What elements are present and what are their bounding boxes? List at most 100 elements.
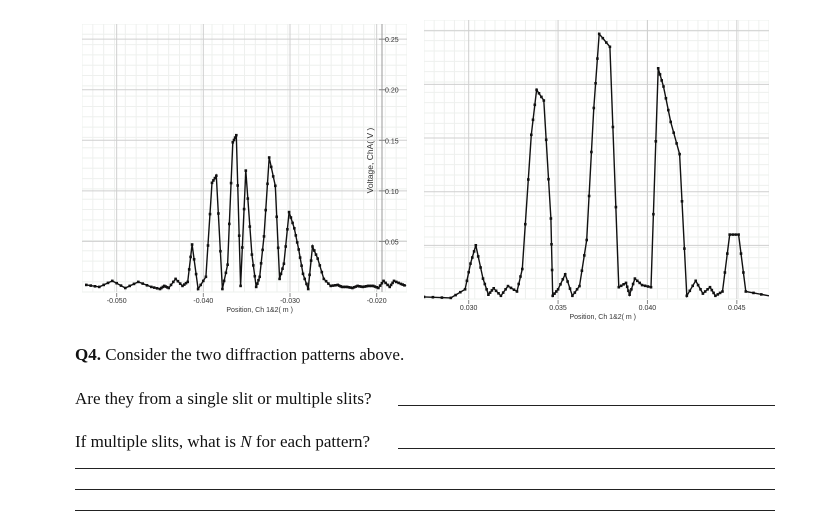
data-point xyxy=(494,289,498,293)
data-point xyxy=(550,243,553,246)
x-tick-label: 0.030 xyxy=(460,305,478,312)
data-point xyxy=(561,278,565,281)
data-point xyxy=(289,216,293,219)
data-point xyxy=(303,277,306,281)
data-point xyxy=(703,290,707,293)
data-point xyxy=(474,244,478,247)
data-point xyxy=(617,285,621,289)
x-tick-label: 0.045 xyxy=(728,305,746,312)
x-axis-label: Position, Ch 1&2( m ) xyxy=(226,307,293,314)
data-point xyxy=(150,285,153,289)
data-point xyxy=(594,82,597,85)
data-point xyxy=(463,288,467,291)
data-point xyxy=(683,247,686,250)
data-point xyxy=(155,287,159,290)
gridlines xyxy=(424,20,769,300)
data-point xyxy=(469,262,472,265)
data-point xyxy=(250,253,254,256)
data-point xyxy=(726,252,729,255)
data-point xyxy=(313,249,316,252)
data-point xyxy=(597,32,601,36)
y-tick-label: 0.20 xyxy=(385,88,399,95)
data-point xyxy=(630,288,633,291)
data-point xyxy=(176,279,180,283)
data-point xyxy=(664,97,668,100)
data-point xyxy=(287,210,291,214)
data-point xyxy=(217,212,220,215)
data-point xyxy=(276,246,280,250)
data-point xyxy=(336,283,339,287)
data-point xyxy=(701,292,705,295)
y-tick-label: 0.05 xyxy=(385,239,399,246)
data-point xyxy=(190,243,194,246)
data-point xyxy=(638,281,641,285)
data-point xyxy=(248,225,252,228)
data-point xyxy=(356,284,359,288)
answer-line-3[interactable] xyxy=(75,468,775,469)
data-point xyxy=(640,283,644,287)
data-point xyxy=(605,41,608,44)
data-point xyxy=(267,156,271,159)
y-tick-label: 0.10 xyxy=(385,189,399,196)
data-point xyxy=(167,286,170,290)
answer-line-5[interactable] xyxy=(75,510,775,511)
data-point xyxy=(533,103,537,107)
data-point xyxy=(544,138,548,142)
data-point xyxy=(366,284,370,288)
data-point xyxy=(275,215,278,219)
data-point xyxy=(329,284,332,288)
right-diffraction-chart: 0.030 0.035 0.040 0.045 Position, Ch 1&2( m … xyxy=(424,20,769,321)
data-point xyxy=(550,268,554,272)
data-point xyxy=(202,279,205,283)
data-point xyxy=(192,258,196,261)
data-point xyxy=(391,281,394,285)
data-point xyxy=(186,280,189,284)
data-point xyxy=(224,271,228,275)
data-point xyxy=(274,184,277,188)
data-point xyxy=(308,273,311,277)
data-point xyxy=(340,285,344,289)
data-point xyxy=(349,286,352,289)
data-point xyxy=(93,285,97,288)
x-axis-label: Position, Ch 1&2( m ) xyxy=(569,314,636,321)
data-point xyxy=(256,282,259,285)
data-point xyxy=(712,291,715,295)
data-point xyxy=(395,280,398,284)
answer-line-4[interactable] xyxy=(75,489,775,490)
data-point xyxy=(331,284,335,287)
data-point xyxy=(235,133,238,137)
data-point xyxy=(624,281,628,285)
data-point xyxy=(271,175,275,178)
data-point xyxy=(352,286,356,289)
data-point xyxy=(633,277,637,280)
data-point xyxy=(208,212,212,216)
data-point xyxy=(619,284,623,288)
data-point xyxy=(132,282,136,286)
data-point xyxy=(172,280,175,284)
question-prompt: Consider the two diffraction patterns ab… xyxy=(105,345,405,364)
data-point xyxy=(388,285,391,289)
data-point xyxy=(716,293,720,296)
data-point xyxy=(199,283,202,287)
data-point xyxy=(305,282,308,286)
data-point xyxy=(165,286,169,289)
data-point xyxy=(611,125,615,129)
data-point xyxy=(102,283,105,287)
data-point xyxy=(573,291,577,294)
q2-prefix: If multiple slits, what is xyxy=(75,432,241,451)
data-point xyxy=(537,92,541,95)
question-n-value: If multiple slits, what is N for each pa… xyxy=(75,432,370,452)
data-point xyxy=(160,286,163,290)
answer-blank-1[interactable] xyxy=(398,405,775,406)
data-point xyxy=(293,227,296,230)
answer-blank-2[interactable] xyxy=(398,448,775,449)
left-diffraction-chart: 0.25 0.20 0.15 0.10 0.05 Voltage, ChA( V ) -0.… xyxy=(82,24,407,314)
data-point xyxy=(555,290,558,293)
data-point xyxy=(314,253,318,256)
data-points xyxy=(85,133,406,291)
data-point xyxy=(731,233,734,236)
data-point xyxy=(744,290,748,293)
data-points xyxy=(424,32,763,300)
data-point xyxy=(497,292,500,295)
data-point xyxy=(540,95,543,99)
